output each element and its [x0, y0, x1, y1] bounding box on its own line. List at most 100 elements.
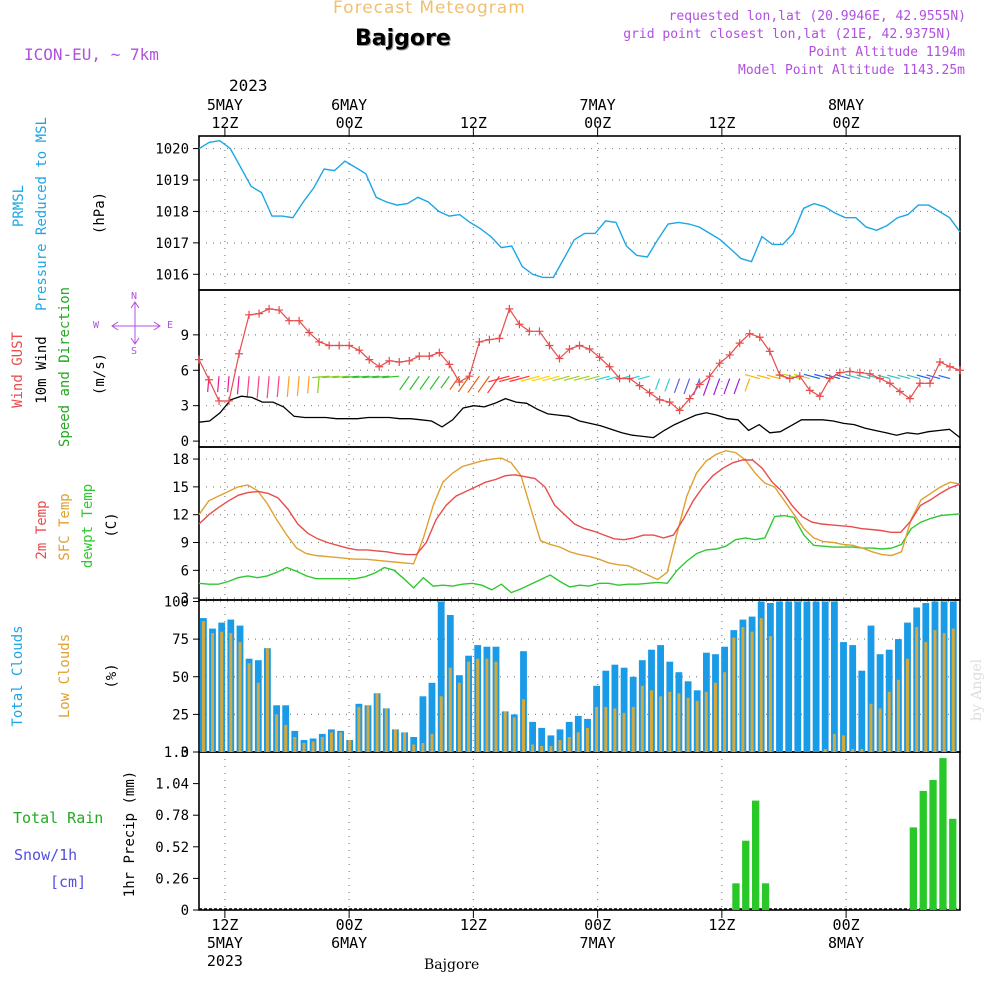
low-cloud-bar [851, 749, 855, 752]
wind-direction-arrow [573, 375, 590, 381]
total-cloud-bar [675, 672, 683, 752]
wind-direction-arrow [372, 375, 390, 379]
low-cloud-bar [348, 740, 352, 752]
wind-direction-arrow [352, 375, 370, 379]
rain-bar [732, 883, 740, 910]
gust-marker [615, 374, 624, 383]
total-cloud-bar [529, 721, 536, 752]
wind-direction-arrow [449, 375, 460, 390]
gust-marker [315, 337, 324, 346]
gust-marker [935, 358, 944, 367]
total-cloud-bar [776, 601, 783, 752]
low-cloud-bar [412, 744, 416, 752]
y-tick-label: 75 [172, 632, 189, 648]
total-cloud-bar [584, 718, 591, 752]
low-cloud-bar [540, 746, 544, 752]
gust-marker [775, 370, 784, 379]
y-tick-label: 6 [181, 563, 189, 579]
compass-w: W [93, 320, 100, 331]
gust-marker [425, 352, 434, 361]
y-tick-label: 1020 [155, 142, 189, 158]
total-cloud-bar [410, 737, 418, 752]
rain-bar [949, 818, 957, 910]
total-cloud-bar [812, 601, 820, 752]
wind-direction-arrow [793, 373, 810, 380]
gust-marker [275, 306, 284, 315]
total-cloud-bar [401, 732, 408, 752]
wind-direction-arrow [457, 375, 470, 393]
low-cloud-bar [238, 642, 242, 752]
total-cloud-bar [437, 601, 445, 752]
wind-direction-arrow [616, 375, 630, 381]
model-label: ICON-EU, ~ 7km [24, 45, 159, 64]
bottom-hour-label: 00Z [833, 916, 860, 934]
panel-frame [198, 446, 961, 601]
wind-direction-arrow [845, 374, 861, 380]
y-tick-label: 1.3 [164, 745, 189, 761]
gust-marker [765, 347, 774, 356]
low-cloud-bar [522, 699, 525, 752]
total-cloud-bar [620, 667, 628, 752]
low-cloud-bar [512, 717, 516, 752]
gust-marker [915, 379, 924, 388]
wind-dir-label: Speed and Direction [57, 286, 73, 448]
y-tick-label: 9 [181, 536, 189, 552]
wind-direction-arrow [499, 375, 520, 383]
low-cloud-bar [613, 708, 617, 752]
wind-direction-arrow [938, 374, 951, 380]
total-cloud-bar [236, 625, 244, 752]
gust-marker [295, 316, 304, 325]
gust-marker [665, 398, 674, 407]
low-clouds-label: Low Clouds [57, 633, 73, 719]
low-cloud-bar [576, 732, 580, 752]
top-hour-label: 12Z [211, 114, 238, 132]
low-cloud-bar [906, 658, 909, 752]
low-cloud-bar [586, 727, 589, 752]
low-cloud-bar [531, 744, 535, 752]
wind-direction-arrow [877, 374, 891, 380]
low-cloud-bar [201, 621, 205, 752]
wind-direction-arrow [664, 378, 671, 392]
total-cloud-bar [867, 625, 875, 752]
low-cloud-bar [832, 733, 836, 752]
wind-direction-arrow [286, 376, 290, 398]
point-altitude: Point Altitude 1194m [808, 45, 965, 60]
low-cloud-bar [896, 679, 900, 752]
total-cloud-bar [949, 601, 957, 752]
top-date-label: 6MAY [331, 96, 367, 114]
y-tick-label: 100 [164, 595, 189, 611]
gust-marker [245, 310, 254, 319]
total-cloud-bar [501, 711, 509, 752]
total-cloud-bar [200, 618, 207, 752]
total-cloud-bar [831, 601, 838, 752]
temp-2m-label: 2m Temp [34, 500, 50, 560]
temp-sfc-label: SFC Temp [57, 493, 73, 561]
wind-direction-arrow [835, 374, 851, 380]
total-cloud-bar [684, 681, 692, 752]
low-cloud-bar [677, 693, 681, 752]
total-cloud-bar [446, 615, 454, 752]
forecast-title: Forecast Meteogram [333, 0, 526, 18]
total-cloud-bar [885, 649, 893, 752]
rain-bar [929, 780, 937, 910]
bottom-year-label: 2023 [207, 952, 243, 970]
gust-marker [375, 362, 384, 371]
total-cloud-bar [895, 639, 902, 752]
gust-marker [956, 366, 964, 375]
grid-point-coords: grid point closest lon,lat (21E, 42.9375… [623, 27, 952, 42]
gust-marker [265, 304, 274, 313]
wind-direction-arrow [594, 375, 610, 381]
wind-direction-arrow [673, 378, 681, 394]
low-cloud-bar [631, 706, 635, 752]
total-cloud-bar [492, 646, 500, 752]
wind-direction-arrow [399, 375, 410, 391]
wind-direction-arrow [312, 375, 330, 379]
wind-direction-arrow [342, 375, 360, 379]
bottom-date-label: 8MAY [828, 934, 864, 952]
total-cloud-bar [218, 622, 226, 752]
wind-direction-arrow [246, 376, 250, 398]
total-cloud-bar [373, 693, 381, 752]
total-cloud-bar [611, 664, 619, 752]
total-cloud-bar [785, 601, 793, 752]
